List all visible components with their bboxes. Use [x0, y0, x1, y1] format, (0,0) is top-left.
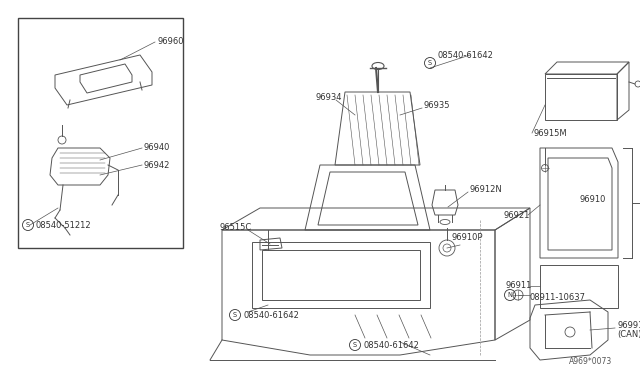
Text: 96921: 96921 — [504, 211, 530, 219]
Text: 08540-51212: 08540-51212 — [36, 221, 92, 230]
Text: S: S — [26, 222, 30, 228]
Text: 96915M: 96915M — [533, 128, 566, 138]
Text: 96934: 96934 — [316, 93, 342, 103]
Text: 08540-61642: 08540-61642 — [438, 51, 494, 60]
Text: S: S — [428, 60, 432, 66]
Text: 96912N: 96912N — [470, 186, 503, 195]
Text: 96911: 96911 — [506, 282, 532, 291]
Text: 96515C: 96515C — [220, 224, 252, 232]
Text: N: N — [508, 292, 513, 298]
Text: 96942: 96942 — [144, 160, 170, 170]
Text: 96940: 96940 — [144, 144, 170, 153]
Text: 96910P: 96910P — [452, 234, 483, 243]
Text: 96935: 96935 — [424, 102, 451, 110]
Text: 969910: 969910 — [617, 321, 640, 330]
Text: 96910: 96910 — [580, 196, 606, 205]
Text: S: S — [353, 342, 357, 348]
Text: 96960: 96960 — [158, 38, 184, 46]
Text: 08540-61642: 08540-61642 — [243, 311, 299, 320]
Text: S: S — [233, 312, 237, 318]
Text: (CAN): (CAN) — [617, 330, 640, 340]
Text: 08911-10637: 08911-10637 — [530, 292, 586, 301]
Text: 08540-61642: 08540-61642 — [363, 340, 419, 350]
Text: A969*0073: A969*0073 — [569, 357, 612, 366]
